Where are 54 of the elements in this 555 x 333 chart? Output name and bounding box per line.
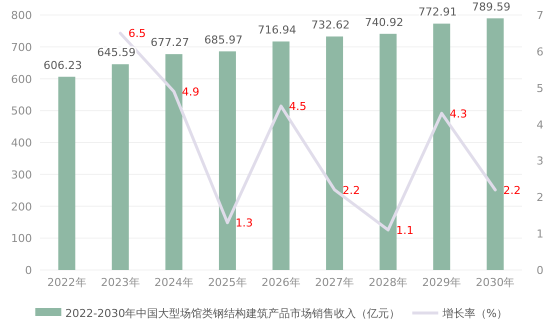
y2-tick-label: 0 bbox=[536, 264, 544, 277]
y2-tick-label: 1 bbox=[536, 228, 544, 241]
bar bbox=[112, 64, 129, 270]
y-tick-label: 0 bbox=[25, 264, 32, 277]
data-label: 772.91 bbox=[418, 6, 457, 19]
bar bbox=[272, 41, 290, 270]
data-label: 606.23 bbox=[44, 58, 82, 72]
data-label: 4.9 bbox=[182, 86, 200, 98]
x-tick-label: 2030年 bbox=[476, 276, 515, 289]
data-label: 716.94 bbox=[258, 23, 296, 36]
data-label: 645.59 bbox=[97, 46, 136, 60]
y2-tick-label: 3 bbox=[536, 154, 544, 168]
x-tick-label: 2022年 bbox=[47, 276, 86, 289]
y-tick-label: 400 bbox=[11, 136, 32, 150]
x-tick-label: 2028年 bbox=[368, 276, 408, 289]
legend-label: 2022-2030年中国大型场馆类钢结构建筑产品市场销售收入（亿元） bbox=[65, 307, 400, 320]
data-label: 1.3 bbox=[235, 216, 253, 230]
y-tick-label: 500 bbox=[11, 104, 32, 118]
data-label: 4.5 bbox=[289, 100, 306, 114]
y2-tick-label: 2 bbox=[536, 191, 544, 204]
x-tick-label: 2023年 bbox=[100, 276, 140, 289]
y2-tick-label: 5 bbox=[536, 82, 544, 95]
bar bbox=[165, 54, 182, 270]
data-label: 2.2 bbox=[342, 184, 360, 197]
x-tick-label: 2026年 bbox=[262, 276, 300, 289]
bar bbox=[326, 36, 344, 270]
y-tick-label: 300 bbox=[11, 168, 32, 182]
y-tick-label: 100 bbox=[11, 232, 32, 246]
data-label: 732.62 bbox=[311, 18, 350, 32]
x-tick-label: 2025年 bbox=[208, 276, 247, 289]
bar bbox=[218, 51, 236, 270]
data-label: 685.97 bbox=[204, 33, 243, 46]
y-tick-label: 600 bbox=[11, 72, 32, 86]
data-label: 677.27 bbox=[150, 36, 190, 50]
bar bbox=[380, 34, 397, 270]
y2-tick-label: 6 bbox=[536, 45, 544, 58]
bar bbox=[58, 76, 76, 270]
data-label: 6.5 bbox=[128, 27, 146, 40]
data-label: 1.1 bbox=[396, 224, 414, 237]
data-label: 789.59 bbox=[472, 0, 510, 14]
legend-label: 增长率（%） bbox=[441, 307, 508, 320]
data-label: 4.3 bbox=[450, 107, 468, 120]
bar bbox=[486, 18, 504, 270]
y2-tick-label: 4 bbox=[536, 118, 544, 132]
y-tick-label: 200 bbox=[11, 200, 32, 214]
x-tick-label: 2024年 bbox=[154, 276, 194, 289]
data-label: 740.92 bbox=[364, 16, 404, 29]
x-tick-label: 2029年 bbox=[422, 276, 462, 289]
y-tick-label: 700 bbox=[11, 40, 32, 54]
y2-tick-label: 7 bbox=[536, 9, 544, 22]
bar bbox=[433, 24, 450, 270]
data-label: 2.2 bbox=[503, 184, 521, 197]
y-tick-label: 800 bbox=[11, 9, 32, 22]
x-tick-label: 2027年 bbox=[315, 276, 354, 289]
